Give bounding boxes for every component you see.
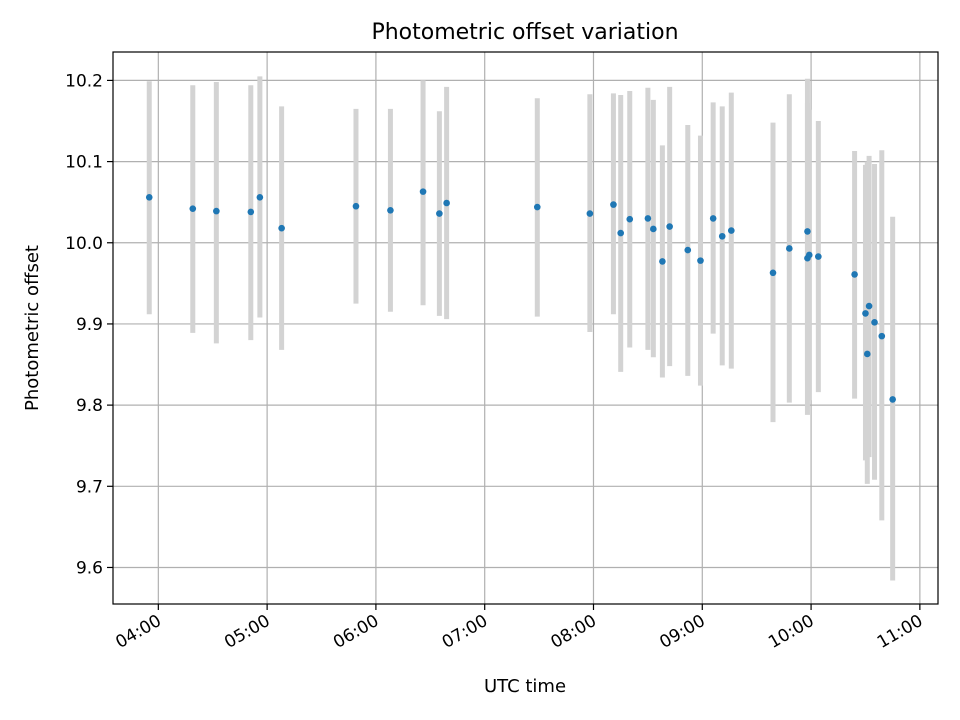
y-tick-label: 9.9 (76, 315, 103, 335)
data-point (443, 199, 450, 207)
data-point (769, 269, 777, 277)
x-tick-label: 06:00 (330, 611, 382, 653)
data-point (865, 302, 873, 310)
grid (113, 52, 938, 604)
data-point (815, 253, 822, 260)
data-point (256, 194, 264, 201)
data-point (145, 194, 153, 201)
data-point (213, 207, 220, 215)
data-point (666, 223, 673, 230)
data-point (863, 350, 871, 358)
data-point (727, 227, 735, 234)
data-point (786, 245, 793, 252)
data-point (862, 310, 869, 317)
data-point (278, 224, 285, 232)
x-tick-label: 10:00 (765, 611, 817, 653)
data-point (878, 332, 886, 340)
x-tick-label: 04:00 (112, 611, 164, 653)
x-axis-label: UTC time (484, 676, 566, 697)
x-tick-label: 11:00 (874, 611, 926, 653)
error-bars (146, 76, 896, 581)
y-tick-label: 10.1 (65, 153, 103, 173)
data-point (247, 208, 255, 216)
x-tick-label: 05:00 (221, 611, 273, 653)
data-point (697, 257, 704, 264)
data-point (617, 229, 624, 237)
y-tick-label: 10.2 (65, 71, 103, 91)
data-point (586, 210, 594, 217)
data-point (533, 203, 541, 211)
chart-title: Photometric offset variation (371, 20, 678, 45)
data-point (709, 215, 717, 222)
data-point (805, 251, 813, 259)
y-axis-label: Photometric offset (22, 245, 43, 411)
data-point (419, 188, 427, 195)
y-axis-ticks: 9.6 9.7 9.8 9.9 10.0 10.1 10.2 (65, 71, 113, 578)
data-point (387, 206, 394, 214)
data-point (352, 202, 360, 210)
y-tick-label: 9.6 (76, 558, 103, 578)
x-tick-label: 07:00 (439, 611, 491, 653)
data-point (851, 271, 858, 278)
data-point (644, 215, 652, 222)
data-point (718, 232, 726, 240)
y-tick-label: 9.8 (76, 396, 103, 416)
data-point (650, 225, 657, 233)
y-tick-label: 9.7 (76, 477, 103, 497)
x-axis-ticks: 04:00 05:00 06:00 07:00 08:00 09:00 10:00 11:00 (112, 604, 926, 653)
data-point (659, 258, 666, 265)
plot-frame (112, 51, 939, 605)
data-point (804, 228, 811, 235)
data-point (889, 396, 896, 403)
x-tick-label: 09:00 (656, 611, 708, 653)
data-point (189, 205, 197, 212)
data-point (610, 201, 617, 208)
x-tick-label: 08:00 (548, 611, 600, 653)
y-tick-label: 10.0 (65, 234, 103, 254)
data-point (871, 319, 878, 326)
data-points (145, 188, 896, 403)
data-point (684, 246, 692, 254)
data-point (626, 215, 634, 223)
data-point (436, 210, 443, 217)
